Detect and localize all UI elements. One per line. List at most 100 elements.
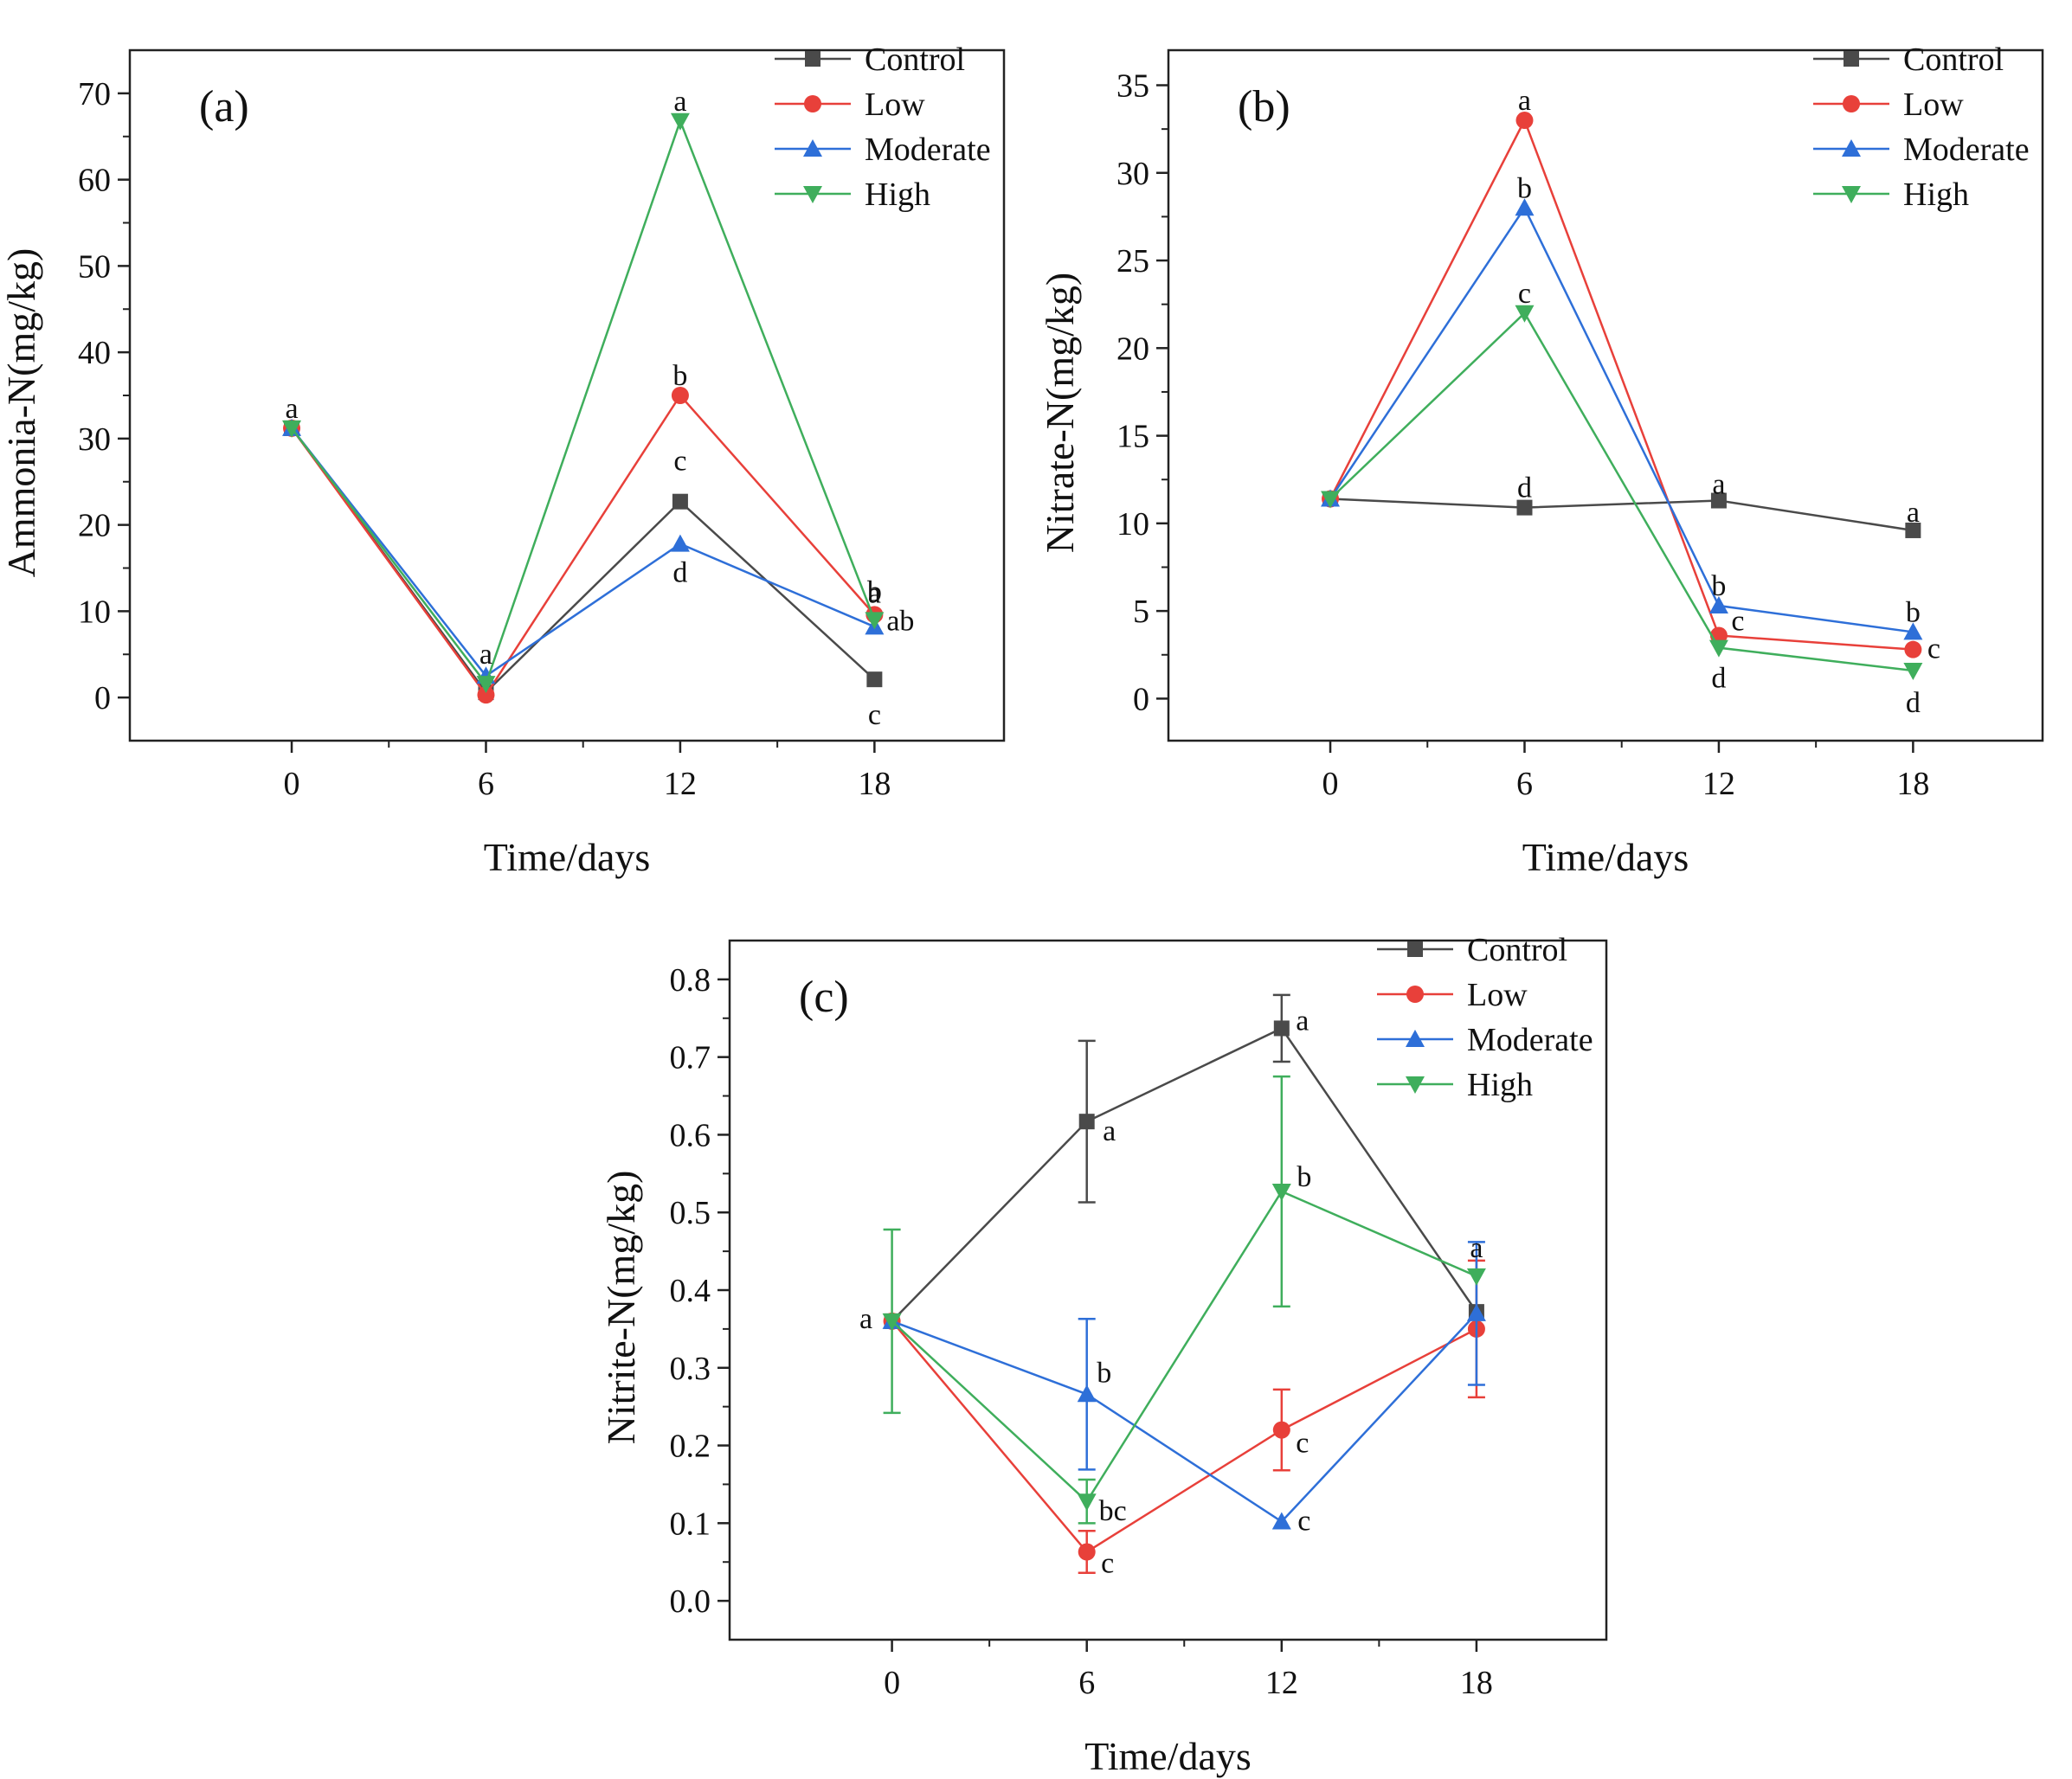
- series-line: [1329, 311, 1914, 672]
- legend-label: Low: [1903, 87, 1964, 123]
- legend-item-high: High: [775, 177, 930, 213]
- legend-item-low: Low: [775, 87, 925, 123]
- series-line: [291, 393, 876, 697]
- legend-marker: [1406, 1030, 1425, 1047]
- significance-letter: b: [1517, 172, 1532, 204]
- significance-letter: a: [285, 393, 298, 425]
- x-tick-label: 0: [284, 766, 300, 802]
- data-point: [671, 387, 689, 404]
- legend-label: Moderate: [1467, 1022, 1593, 1058]
- significance-letter: b: [1711, 570, 1726, 602]
- x-tick-label: 0: [1322, 766, 1339, 802]
- series-low: [883, 1259, 1485, 1575]
- legend-item-low: Low: [1813, 87, 1964, 123]
- legend-marker: [1843, 95, 1860, 112]
- legend-label: Moderate: [1903, 132, 2030, 168]
- significance-letter: a: [1518, 85, 1531, 117]
- legend-item-high: High: [1813, 177, 1969, 213]
- series-high: [282, 112, 885, 694]
- significance-letter: c: [673, 446, 686, 478]
- significance-letter: b: [1297, 1161, 1311, 1193]
- y-tick-label: 10: [78, 594, 111, 630]
- data-point: [1515, 198, 1535, 216]
- panel-label: (c): [799, 973, 849, 1022]
- data-point: [865, 612, 885, 630]
- legend-label: High: [865, 177, 930, 213]
- x-tick-label: 12: [1265, 1665, 1298, 1701]
- legend-item-control: Control: [1813, 42, 2004, 78]
- x-tick-label: 6: [1516, 766, 1533, 802]
- legend-label: Control: [1903, 42, 2004, 78]
- data-point: [1077, 1493, 1097, 1512]
- y-tick-label: 30: [1116, 156, 1149, 192]
- significance-letter: a: [1712, 469, 1725, 501]
- series-line: [291, 427, 875, 678]
- legend-marker: [803, 186, 822, 203]
- y-tick-label: 35: [1116, 68, 1149, 105]
- x-tick-label: 12: [664, 766, 697, 802]
- significance-letter: a: [1296, 1005, 1309, 1037]
- legend-item-moderate: Moderate: [775, 132, 991, 168]
- data-point: [477, 686, 495, 704]
- y-tick-label: 0.4: [670, 1273, 711, 1309]
- y-tick-label: 0.7: [670, 1040, 711, 1076]
- significance-letter: c: [1101, 1548, 1114, 1580]
- significance-letter: b: [672, 360, 687, 392]
- significance-letter: b: [867, 575, 882, 607]
- legend-item-high: High: [1377, 1067, 1533, 1103]
- significance-letter: d: [1517, 472, 1532, 504]
- data-point: [1905, 522, 1921, 538]
- significance-letter: a: [868, 577, 881, 609]
- legend-label: Moderate: [865, 132, 991, 168]
- significance-letter: c: [868, 699, 881, 731]
- significance-letter: a: [479, 639, 492, 671]
- data-point: [1515, 305, 1535, 323]
- legend-marker: [803, 139, 822, 157]
- legend-label: High: [1467, 1067, 1533, 1103]
- legend-item-control: Control: [775, 42, 965, 78]
- series-moderate: [1321, 198, 1923, 640]
- series-line: [891, 1026, 1477, 1322]
- legend-marker: [1842, 186, 1861, 203]
- legend-marker: [1406, 1076, 1425, 1094]
- y-tick-label: 70: [78, 76, 111, 112]
- legend-marker: [1844, 51, 1859, 67]
- significance-letter: ab: [886, 605, 914, 637]
- x-tick-label: 12: [1702, 766, 1735, 802]
- x-tick-label: 0: [884, 1665, 900, 1701]
- data-point: [476, 676, 496, 694]
- series-line: [891, 1190, 1477, 1504]
- panel-label: (b): [1238, 82, 1290, 132]
- series-high: [882, 1075, 1486, 1525]
- data-point: [866, 671, 883, 688]
- data-point: [1515, 112, 1534, 130]
- y-tick-label: 0.1: [670, 1506, 711, 1542]
- data-point: [1708, 596, 1728, 614]
- chart-panel-c: 0 6 12 18 0.0 0.1 0.2 0.3 0.4 0.5 0.6 0.7 0.8 Time/da…: [599, 932, 1608, 1778]
- panel-label: (a): [199, 82, 249, 132]
- y-tick-label: 0.3: [670, 1351, 711, 1387]
- significance-letter: a: [1907, 497, 1920, 529]
- x-tick-label: 6: [1078, 1665, 1095, 1701]
- y-tick-label: 15: [1116, 419, 1149, 455]
- series-line: [891, 1320, 1477, 1554]
- data-point: [282, 420, 302, 438]
- y-tick-label: 20: [78, 508, 111, 544]
- data-point: [1466, 1268, 1486, 1286]
- data-point: [1321, 491, 1341, 509]
- x-axis-title: Time/days: [484, 835, 651, 879]
- significance-letter: d: [1906, 687, 1921, 719]
- series-moderate: [282, 418, 885, 684]
- data-point: [882, 1313, 902, 1331]
- x-axis-title: Time/days: [1084, 1734, 1252, 1778]
- significance-letter: a: [1470, 1232, 1483, 1264]
- legend-label: Low: [865, 87, 925, 123]
- series-high: [1321, 305, 1923, 680]
- series-low: [1322, 112, 1922, 658]
- series-line: [891, 1313, 1477, 1524]
- legend-item-low: Low: [1377, 977, 1528, 1013]
- legend-label: Control: [865, 42, 965, 78]
- data-point: [1272, 1421, 1290, 1439]
- y-tick-label: 0.2: [670, 1429, 711, 1465]
